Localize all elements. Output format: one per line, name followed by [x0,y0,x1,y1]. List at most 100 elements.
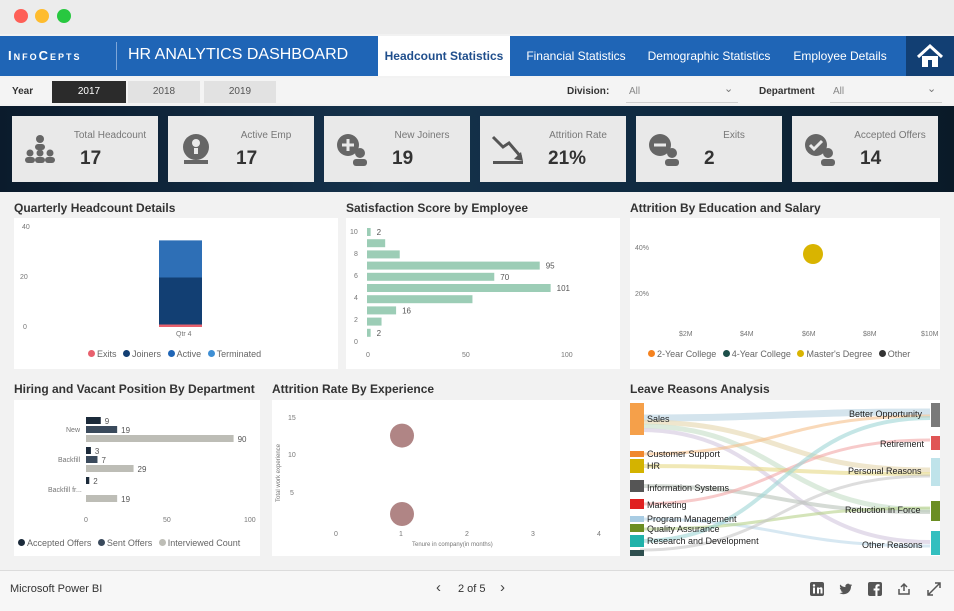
chevron-right-icon[interactable]: › [500,579,505,596]
tab-financial-statistics[interactable]: Financial Statistics [526,49,626,63]
leave-reasons-chart: Sales Customer Support HR Information Sy… [630,400,940,556]
kpi-label: New Joiners [394,130,450,141]
facebook-icon[interactable] [868,582,882,596]
sankey-label-other-reasons: Other Reasons [862,540,923,550]
year-button-2017[interactable]: 2017 [52,81,126,103]
bar-data-label: 3 [95,447,100,456]
bar-data-label: 101 [557,284,571,293]
sankey-node-better-opportunity[interactable] [931,403,940,427]
scatter-point [390,502,414,526]
department-dropdown[interactable]: All [833,86,845,97]
x-tick-label: $4M [740,331,754,338]
sankey-node-customer-support[interactable] [630,451,644,457]
bar-data-label: 90 [238,435,247,444]
sankey-node-other-reasons[interactable] [931,531,940,555]
kpi-label: Attrition Rate [549,130,607,141]
sankey-label-hr: HR [647,461,660,471]
y-tick-label: 0 [354,339,358,346]
bar-data-label: 2 [377,329,382,338]
twitter-icon[interactable] [839,582,853,596]
satisfaction-bar [367,272,495,281]
linkedin-icon[interactable] [810,582,824,596]
y-tick-label: 40% [635,245,650,252]
sankey-node-quality-assurance[interactable] [630,524,644,532]
sankey-node-research-and-development[interactable] [630,535,644,547]
bar-data-label: 29 [138,465,147,474]
legend-item: Sent Offers [106,538,153,548]
x-tick-label: 50 [163,517,171,524]
chevron-down-icon[interactable]: ⌄ [724,83,734,95]
division-label: Division [567,86,606,97]
header-divider [116,42,117,70]
sankey-node-program-management[interactable] [630,516,644,522]
kpi-label: Total Headcount [73,130,147,141]
quarterly-headcount-plot [159,240,202,327]
satisfaction-score-title: Satisfaction Score by Employee [346,201,529,215]
sankey-flows [639,408,931,552]
year-button-2019[interactable]: 2019 [204,81,276,103]
sankey-label-reduction-in-force: Reduction in Force [845,505,921,515]
bar-joiners [159,277,202,325]
dashboard-header: InfoCepts HR ANALYTICS DASHBOARD Headcou… [0,36,954,76]
bar-data-label: 19 [121,495,130,504]
sankey-node-retirement[interactable] [931,436,940,450]
sankey-node-reduction-in-force[interactable] [931,501,940,521]
bar-data-label: 19 [121,426,130,435]
sankey-label-marketing: Marketing [647,500,687,510]
legend-item: 2-Year College [657,349,717,359]
kpi-value: 14 [860,148,882,169]
attrition-education-chart: 40% 20% $2M $4M $6M $8M $10M 2-Year Coll… [630,218,940,369]
kpi-card-attrition-rate: Attrition Rate 21% [480,116,626,182]
division-colon: : [606,86,610,97]
sankey-node-information-systems[interactable] [630,480,644,492]
kpi-value: 21% [548,148,587,169]
attrition-education-title: Attrition By Education and Salary [630,201,821,215]
minimize-window-button[interactable] [35,9,49,23]
sankey-node-personal-reasons[interactable] [931,458,940,486]
sankey-node-hr[interactable] [630,459,644,473]
y-tick-label: 8 [354,251,358,258]
y-tick-label: 10 [350,229,358,236]
sankey-node-sales[interactable] [630,403,644,435]
tab-demographic-statistics[interactable]: Demographic Statistics [647,49,771,63]
bar-data-label: 2 [377,228,382,237]
report-canvas: InfoCepts HR ANALYTICS DASHBOARD Headcou… [0,34,954,570]
y-tick-label: 2 [354,317,358,324]
maximize-window-button[interactable] [57,9,71,23]
kpi-card-accepted-offers: Accepted Offers 14 [792,116,938,182]
hiring-bar [86,477,90,484]
brand-logo: InfoCepts [8,48,82,63]
home-button[interactable] [906,36,954,76]
kpi-card-exits: Exits 2 [636,116,782,182]
x-tick-label: $2M [679,331,693,338]
close-window-button[interactable] [14,9,28,23]
kpi-card-new-joiners: New Joiners 19 [324,116,470,182]
sankey-node-marketing[interactable] [630,499,644,509]
legend-item: Master's Degree [806,349,873,359]
sankey-label-personal-reasons: Personal Reasons [848,466,922,476]
attrition-education-plot [803,244,823,264]
chevron-down-icon[interactable]: ⌄ [927,83,937,95]
x-tick-label: 100 [244,517,256,524]
chevron-left-icon[interactable]: ‹ [436,579,441,596]
kpi-value: 17 [236,148,258,169]
bar-data-label: 70 [500,273,509,282]
fullscreen-icon[interactable] [927,582,941,596]
quarterly-legend: Exits Joiners Active Terminated [84,349,261,359]
sankey-label-sales: Sales [647,414,670,424]
hiring-bar [86,495,118,502]
dashboard-title: HR ANALYTICS DASHBOARD [128,46,349,63]
year-button-2018[interactable]: 2018 [128,81,200,103]
bar-data-label: 9 [105,417,110,426]
x-tick-label: 0 [334,531,338,538]
attrition-experience-title: Attrition Rate By Experience [272,382,435,396]
powerbi-footer: Microsoft Power BI ‹ 2 of 5 › [0,570,954,611]
division-dropdown[interactable]: All [629,86,641,97]
tab-employee-details[interactable]: Employee Details [793,49,887,63]
tab-headcount-statistics[interactable]: Headcount Statistics [378,36,510,76]
satisfaction-bar [367,317,382,326]
hiring-vacant-chart: New Backfill Backfill fr... 9 19 90 3 7 29 2 19… [14,400,260,556]
quarterly-headcount-title: Quarterly Headcount Details [14,201,176,215]
x-tick-label: 0 [366,352,370,359]
share-icon[interactable] [897,582,911,596]
